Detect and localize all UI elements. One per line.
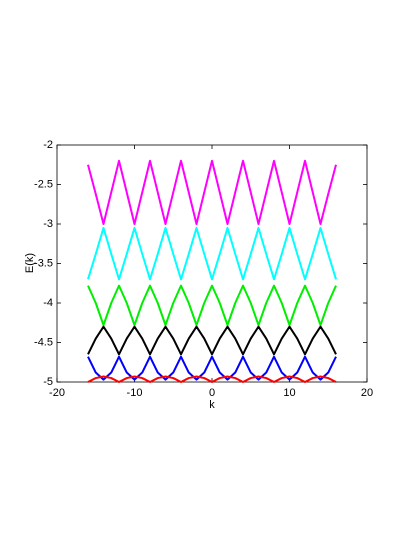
x-tick-label: -20 <box>49 387 65 399</box>
series-line <box>87 375 337 383</box>
y-tick-label: -4 <box>43 297 53 309</box>
series-line <box>87 355 337 381</box>
series-line <box>87 226 337 281</box>
y-tick-label: -3 <box>43 218 53 230</box>
y-tick-label: -3.5 <box>34 257 53 269</box>
x-tick-label: -10 <box>127 387 143 399</box>
series-line <box>87 284 337 327</box>
plot-box <box>56 144 368 383</box>
series-line <box>87 159 337 225</box>
y-tick-label: -2.5 <box>34 178 53 190</box>
x-tick-label: 0 <box>209 387 215 399</box>
y-axis-label: E(k) <box>24 253 36 273</box>
x-tick-label: 20 <box>361 387 373 399</box>
y-tick-label: -4.5 <box>34 336 53 348</box>
y-tick-label: -2 <box>43 139 53 151</box>
y-tick-label: -5 <box>43 376 53 388</box>
series-line <box>87 325 337 356</box>
x-tick-label: 10 <box>283 387 295 399</box>
x-axis-label: k <box>209 399 215 411</box>
